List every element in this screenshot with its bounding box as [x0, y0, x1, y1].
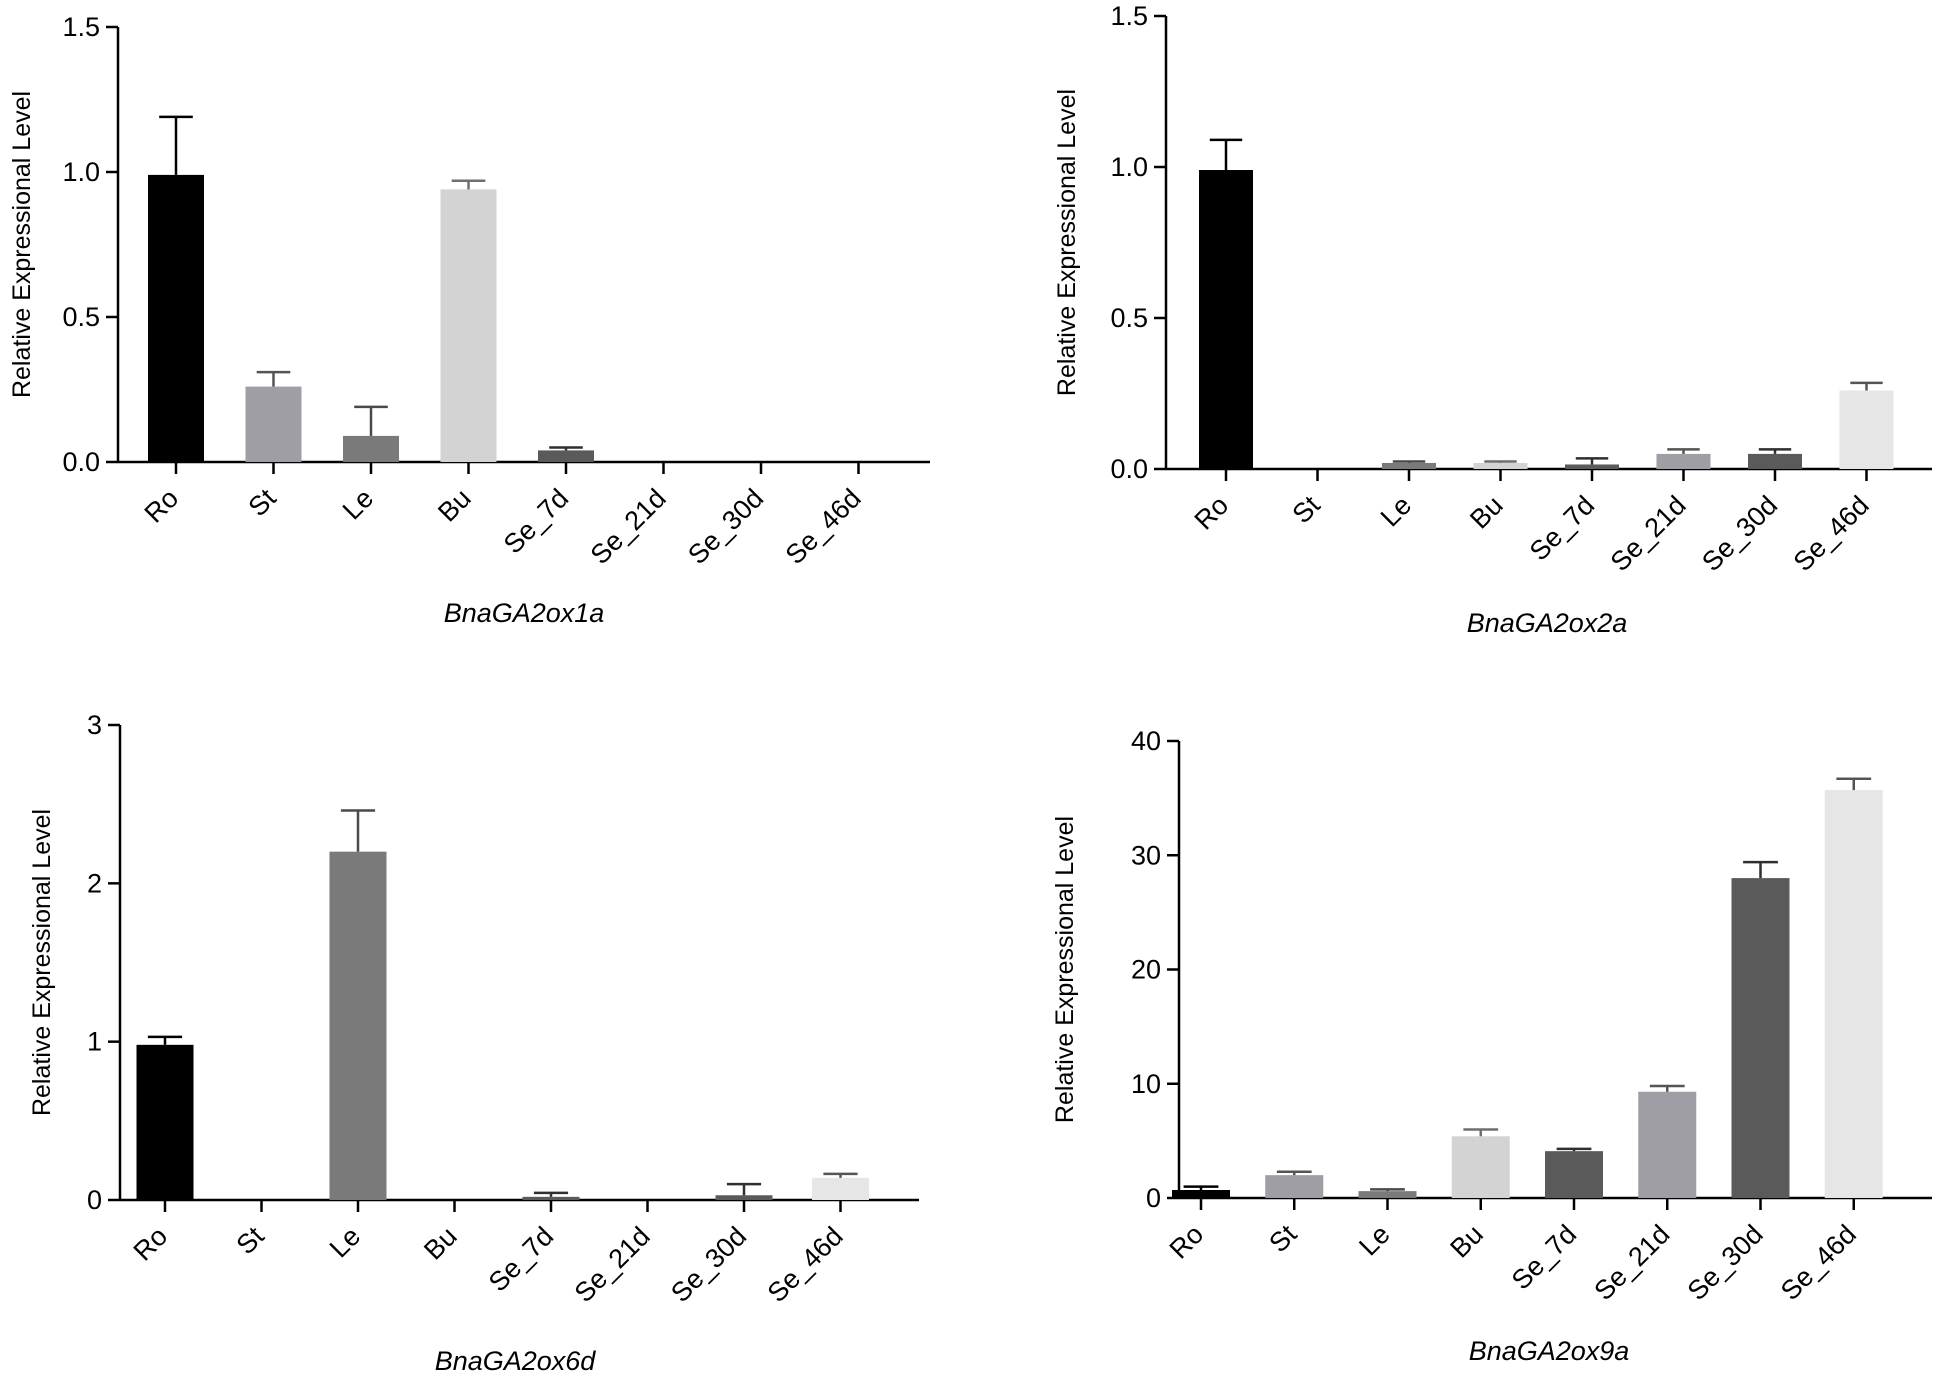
y-tick-label: 10	[1131, 1069, 1161, 1099]
chart-panel-bnaga2ox2a: 0.0 0.5 1.0 1.5 Ro St Le Bu Se_7d Se_21d Se_30d Se_…	[1053, 1, 1932, 638]
x-tick-label: Se_7d	[483, 1221, 559, 1297]
bar-ro	[148, 174, 204, 462]
y-tick-label: 1.0	[1110, 152, 1148, 182]
x-tick-label: Se_7d	[1506, 1219, 1582, 1295]
x-tick-label: Se_30d	[1682, 1219, 1769, 1306]
x-tick-label: St	[1263, 1219, 1303, 1259]
x-tick-label: Se_30d	[1696, 490, 1783, 577]
x-tick-label: Ro	[128, 1221, 174, 1267]
x-tick-label: Se_30d	[665, 1221, 752, 1308]
y-tick-label: 0.0	[62, 447, 100, 477]
y-axis-label: Relative Expressional Level	[1051, 816, 1079, 1123]
bar-st	[1265, 1175, 1324, 1198]
x-tick-label: Bu	[1444, 1219, 1489, 1264]
y-tick-label: 1	[87, 1027, 102, 1057]
x-tick-label: St	[1286, 490, 1326, 530]
x-tick-label: Bu	[432, 483, 477, 528]
x-tick-label: Se_46d	[762, 1221, 849, 1308]
bar-se_7d	[522, 1196, 580, 1200]
y-tick-label: 0	[87, 1185, 102, 1215]
bar-se_30d	[1748, 453, 1802, 469]
x-tick-label: Se_21d	[1588, 1219, 1675, 1306]
y-tick-label: 30	[1131, 840, 1161, 870]
bar-le	[329, 851, 387, 1200]
chart-panel-bnaga2ox1a: 0.0 0.5 1.0 1.5 Ro St Le Bu Se_7d Se_21d Se_30d Se_…	[8, 12, 930, 628]
y-tick-label: 40	[1131, 726, 1161, 756]
bar-se_46d	[812, 1177, 869, 1200]
chart-panel-bnaga2ox6d: 0 1 2 3 Ro St Le Bu Se_7d Se_21d Se_30d Se_46d Relat…	[28, 710, 919, 1376]
chart-title: BnaGA2ox6d	[435, 1346, 597, 1376]
x-tick-label: Se_7d	[498, 483, 574, 559]
x-tick-label: St	[242, 483, 282, 523]
x-tick-label: Se_46d	[780, 483, 867, 570]
y-tick-label: 2	[87, 868, 102, 898]
chart-title: BnaGA2ox2a	[1467, 608, 1628, 638]
y-tick-label: 0.5	[62, 302, 100, 332]
bar-ro	[1199, 170, 1253, 469]
x-tick-label: Se_21d	[585, 483, 672, 570]
y-tick-label: 0.0	[1110, 454, 1148, 484]
bar-se_7d	[1565, 464, 1619, 469]
y-tick-label: 0	[1146, 1183, 1161, 1213]
bar-ro	[136, 1044, 194, 1200]
x-tick-label: Ro	[1164, 1219, 1210, 1265]
y-tick-label: 1.5	[62, 12, 100, 42]
x-tick-label: Bu	[1464, 490, 1509, 535]
bar-se_21d	[1638, 1091, 1697, 1198]
bar-bu	[1451, 1136, 1510, 1198]
bar-se_7d	[1545, 1151, 1603, 1198]
x-tick-label: Le	[324, 1221, 366, 1263]
y-axis-label: Relative Expressional Level	[8, 91, 36, 398]
bar-se_46d	[1839, 390, 1894, 469]
y-axis-label: Relative Expressional Level	[28, 809, 56, 1116]
bar-se_21d	[1656, 453, 1711, 469]
bar-se_7d	[538, 450, 594, 462]
bar-se_30d	[1731, 878, 1790, 1198]
bar-le	[1382, 462, 1436, 469]
x-tick-label: Le	[337, 483, 379, 525]
x-tick-label: Se_46d	[1775, 1219, 1862, 1306]
bar-ro	[1172, 1190, 1230, 1198]
bar-bu	[1473, 462, 1528, 469]
x-tick-label: Se_21d	[569, 1221, 656, 1308]
x-tick-label: Se_30d	[682, 483, 769, 570]
x-tick-label: Le	[1375, 490, 1417, 532]
chart-title: BnaGA2ox9a	[1469, 1336, 1630, 1366]
x-tick-label: St	[230, 1221, 270, 1261]
x-tick-label: Ro	[139, 483, 185, 529]
bar-se_46d	[1824, 790, 1883, 1198]
y-axis-label: Relative Expressional Level	[1053, 89, 1081, 396]
chart-panel-bnaga2ox9a: 0 10 20 30 40 Ro St Le Bu Se_7d Se_21d Se_30d Se_46d…	[1051, 726, 1932, 1366]
chart-title: BnaGA2ox1a	[444, 598, 605, 628]
y-tick-label: 20	[1131, 955, 1161, 985]
x-tick-label: Ro	[1189, 490, 1235, 536]
x-tick-label: Se_46d	[1788, 490, 1875, 577]
x-tick-label: Bu	[418, 1221, 463, 1266]
bar-se_30d	[715, 1195, 773, 1200]
y-tick-label: 0.5	[1110, 303, 1148, 333]
bar-st	[245, 386, 302, 462]
bar-le	[1358, 1191, 1417, 1198]
x-tick-label: Le	[1353, 1219, 1395, 1261]
x-tick-label: Se_7d	[1524, 490, 1600, 566]
x-tick-label: Se_21d	[1605, 490, 1692, 577]
bar-le	[343, 435, 399, 462]
y-tick-label: 3	[87, 710, 102, 740]
bar-bu	[440, 189, 497, 462]
y-tick-label: 1.0	[62, 157, 100, 187]
y-tick-label: 1.5	[1110, 1, 1148, 31]
